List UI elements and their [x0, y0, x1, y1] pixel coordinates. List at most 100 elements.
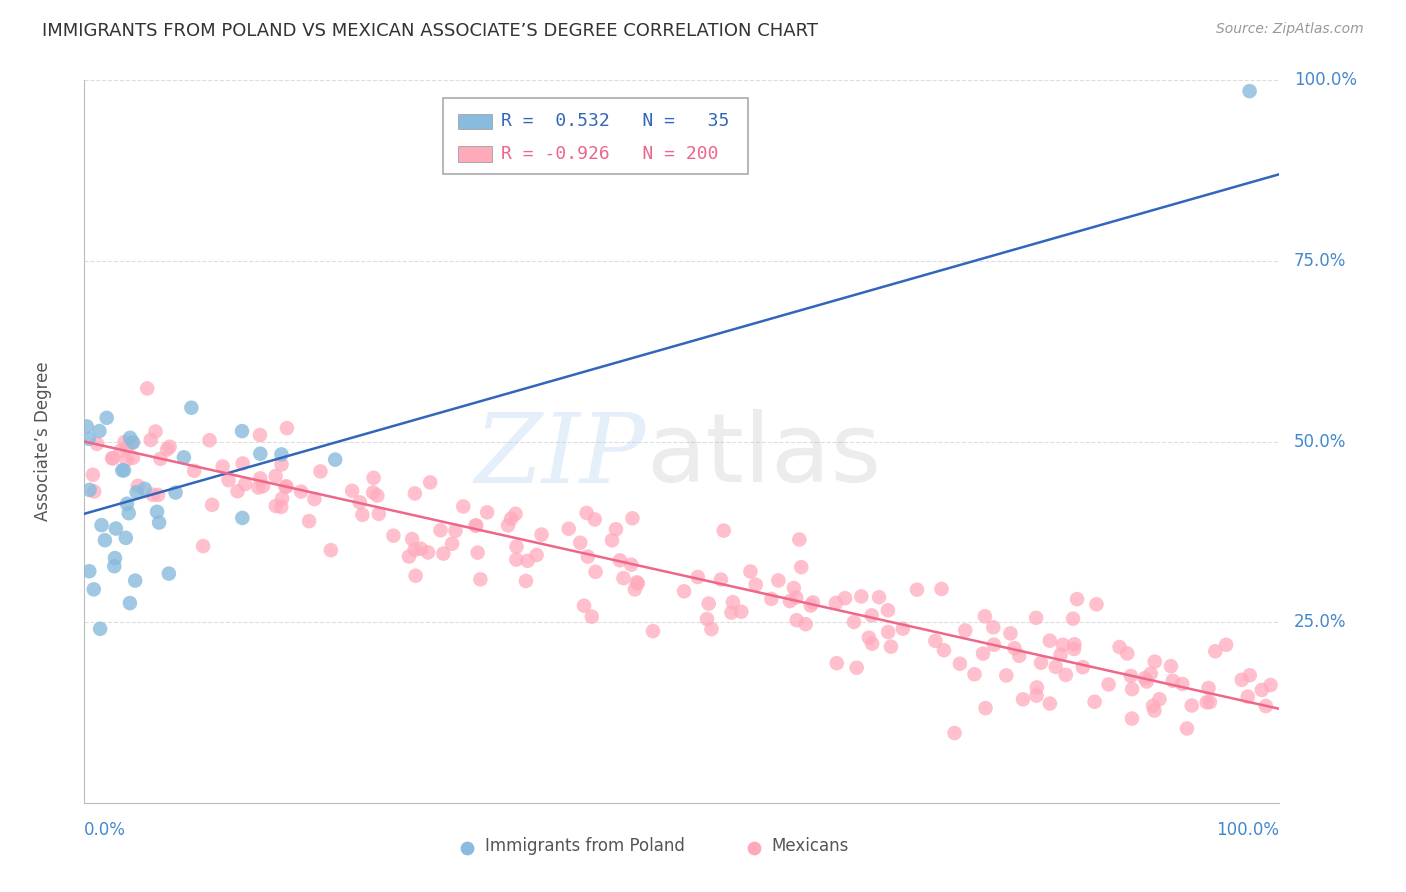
- Point: [1175, 722, 1198, 736]
- Point: [101, 451, 124, 466]
- Point: [842, 615, 865, 629]
- Point: [142, 488, 165, 502]
- Point: [156, 442, 179, 457]
- Point: [605, 522, 627, 536]
- Point: [1121, 682, 1143, 697]
- Point: [157, 566, 180, 581]
- Point: [585, 565, 607, 579]
- Point: [575, 506, 598, 520]
- Point: [877, 603, 900, 617]
- Point: [398, 549, 420, 564]
- Point: [1195, 695, 1218, 709]
- Point: [249, 471, 271, 485]
- Point: [404, 542, 426, 557]
- Point: [114, 435, 136, 450]
- Point: [363, 471, 385, 485]
- Point: [1239, 84, 1261, 98]
- Point: [101, 451, 124, 466]
- Point: [515, 574, 537, 588]
- Point: [416, 545, 439, 559]
- Point: [1116, 647, 1139, 661]
- Point: [470, 573, 492, 587]
- Point: [83, 582, 105, 597]
- Bar: [458, 113, 492, 129]
- Point: [569, 535, 592, 549]
- Point: [949, 657, 972, 671]
- Point: [1142, 698, 1164, 713]
- Point: [456, 840, 478, 855]
- Point: [361, 485, 384, 500]
- Point: [249, 428, 271, 442]
- Point: [127, 479, 149, 493]
- Point: [118, 596, 141, 610]
- Point: [382, 529, 405, 543]
- Point: [233, 477, 256, 491]
- Point: [249, 447, 271, 461]
- Point: [1161, 673, 1184, 688]
- Point: [801, 595, 824, 609]
- Point: [1236, 690, 1258, 704]
- Point: [77, 432, 100, 446]
- Point: [183, 464, 205, 478]
- Text: Source: ZipAtlas.com: Source: ZipAtlas.com: [1216, 22, 1364, 37]
- Point: [309, 464, 332, 478]
- Point: [1198, 681, 1220, 695]
- Point: [1052, 638, 1074, 652]
- Point: [1136, 674, 1159, 689]
- Point: [1063, 637, 1085, 651]
- Point: [77, 564, 100, 578]
- Point: [972, 647, 994, 661]
- Point: [124, 574, 146, 588]
- Point: [180, 401, 202, 415]
- Point: [211, 459, 233, 474]
- Point: [1254, 699, 1277, 714]
- Point: [467, 546, 489, 560]
- Point: [1239, 668, 1261, 682]
- Point: [600, 533, 623, 548]
- Point: [516, 554, 538, 568]
- Point: [1085, 597, 1108, 611]
- Point: [139, 433, 162, 447]
- Point: [134, 482, 156, 496]
- Point: [323, 452, 346, 467]
- Point: [496, 518, 519, 533]
- Point: [686, 570, 709, 584]
- Point: [165, 485, 187, 500]
- Point: [1121, 712, 1143, 726]
- Point: [1171, 677, 1194, 691]
- Point: [149, 451, 172, 466]
- Point: [974, 701, 997, 715]
- Point: [475, 505, 498, 519]
- Point: [1066, 592, 1088, 607]
- Point: [465, 518, 488, 533]
- Point: [1025, 611, 1047, 625]
- Point: [125, 485, 148, 500]
- Point: [83, 484, 105, 499]
- Point: [136, 381, 159, 395]
- Point: [1054, 668, 1077, 682]
- Point: [1215, 638, 1237, 652]
- Point: [783, 581, 806, 595]
- Point: [834, 591, 856, 606]
- Point: [148, 516, 170, 530]
- Point: [432, 547, 454, 561]
- Point: [444, 524, 467, 538]
- Point: [352, 508, 374, 522]
- Point: [1025, 689, 1047, 703]
- Point: [120, 431, 142, 445]
- Text: 25.0%: 25.0%: [1294, 613, 1347, 632]
- Point: [1071, 660, 1094, 674]
- Point: [700, 622, 723, 636]
- Point: [860, 608, 883, 623]
- Point: [581, 609, 603, 624]
- FancyBboxPatch shape: [443, 98, 748, 174]
- Point: [319, 543, 342, 558]
- Point: [609, 553, 631, 567]
- Point: [451, 500, 474, 514]
- Point: [191, 539, 214, 553]
- Point: [557, 522, 579, 536]
- Point: [76, 419, 98, 434]
- Point: [404, 486, 426, 500]
- Point: [1063, 642, 1085, 657]
- Point: [79, 483, 101, 497]
